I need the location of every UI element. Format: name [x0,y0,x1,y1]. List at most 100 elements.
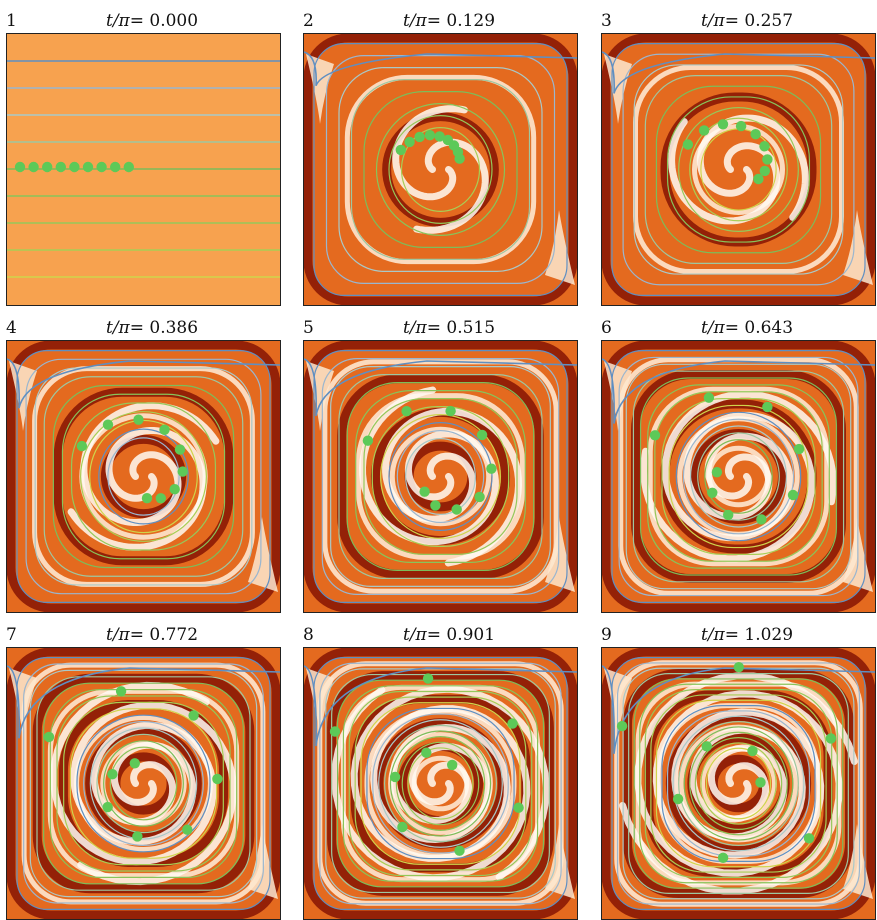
tracer-marker [414,131,425,143]
corner-wedge [306,361,334,431]
panel-time-label: t/π= 0.901 [403,625,495,645]
streamline [661,397,816,556]
streamline [371,405,510,548]
streamline [355,389,526,564]
streamline [43,376,244,577]
tracer-marker [717,852,729,863]
streamline [672,715,805,852]
tracer-marker [76,440,88,452]
tracer-marker [82,161,94,173]
tracer-marker [507,718,518,729]
tracer-marker [759,165,770,177]
streamline [325,55,556,285]
flow-plot [602,34,875,305]
time-symbol: t/π= [403,318,441,338]
streamline [655,85,822,254]
spiral-arm [80,402,220,526]
panel-1: 1 t/π= 0.000 [6,6,283,306]
streamline [52,384,235,569]
streamline [16,657,271,911]
panel-number: 4 [6,318,17,338]
time-symbol: t/π= [701,11,739,31]
flow-plot [602,648,875,919]
tracer-marker [421,747,432,758]
tracer-marker [447,759,458,771]
streamline [675,411,802,542]
panel-number: 5 [303,318,314,338]
panel-number: 8 [303,625,314,645]
flow-frame [6,33,281,306]
streamline [700,742,777,825]
panel-number: 1 [6,11,17,31]
light-band [356,393,525,560]
streamline [103,740,184,827]
spiral-arm [696,114,809,221]
tracer-marker [474,491,485,503]
streamline [89,727,198,840]
flow-plot [7,34,280,305]
dark-band [304,648,577,919]
tracer-marker [486,463,497,474]
field-background [602,34,875,305]
streamline [98,428,189,525]
streamline [363,90,518,249]
flow-frame [6,647,281,920]
tracer-marker [174,444,186,455]
tracer-marker [793,443,805,455]
streamline [354,696,527,871]
streamline [49,688,238,879]
tracer-marker [177,466,188,477]
streamline [36,676,251,891]
streamline [383,724,498,843]
panel-time-label: t/π= 0.386 [106,318,198,338]
streamline [342,685,539,882]
panel-time-label: t/π= 0.515 [403,318,495,338]
streamline [372,713,509,854]
streamline [378,719,503,848]
streamline [704,439,773,514]
streamline [644,74,833,265]
panel-time-label: t/π= 0.772 [106,625,198,645]
streamline [689,117,788,222]
streamline [655,699,822,868]
panel-time-label: t/π= 1.029 [701,625,793,645]
tracer-marker [129,758,140,769]
tracer-marker [42,161,53,173]
streamline [34,367,253,586]
streamline [360,702,521,865]
spiral-arm [413,138,489,234]
streamline [689,425,788,528]
streamline [338,66,543,273]
tracer-marker [115,686,127,697]
tracer-marker [389,771,401,783]
streamline [375,102,506,237]
dark-band [304,341,577,612]
streamline [682,418,795,535]
tracer-marker [735,120,747,132]
tracer-marker [107,769,118,780]
streamline [401,741,480,826]
tracer-marker [434,131,445,142]
time-value: 0.386 [149,318,199,338]
time-symbol: t/π= [701,625,739,645]
tracer-marker [445,405,456,417]
panel-header: 5 t/π= 0.515 [303,313,580,339]
streamline [61,393,226,560]
time-symbol: t/π= [403,625,441,645]
streamline [56,695,231,872]
panel-header: 1 t/π= 0.000 [6,6,283,32]
panel-5: 5 t/π= 0.515 [303,313,580,613]
tracer-marker [133,414,144,425]
streamline [388,421,493,532]
time-value: 0.257 [744,11,794,31]
streamline [668,404,809,549]
panel-header: 7 t/π= 0.772 [6,620,283,646]
tracer-marker [454,153,465,164]
tracer-marker [55,161,66,173]
time-symbol: t/π= [403,11,441,31]
panel-header: 8 t/π= 0.901 [303,620,580,646]
time-value: 0.643 [744,318,794,338]
streamline [366,707,515,860]
tracer-marker [717,119,729,130]
streamline [389,730,492,837]
